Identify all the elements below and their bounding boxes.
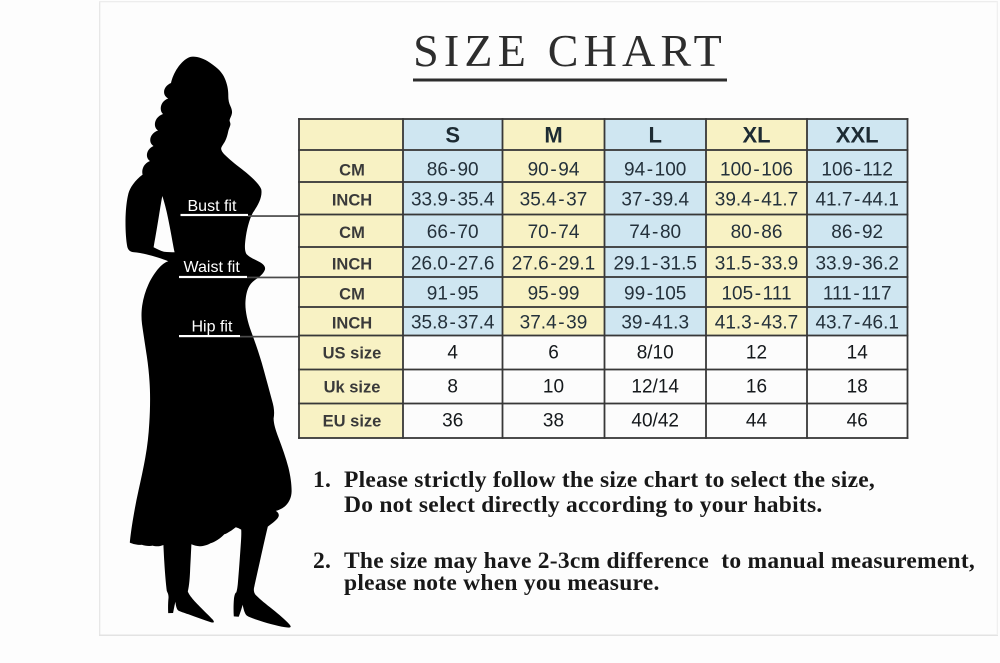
svg-text:100-106: 100-106: [720, 160, 793, 181]
svg-text:M: M: [544, 123, 562, 148]
svg-text:99-105: 99-105: [624, 284, 686, 305]
svg-text:80-86: 80-86: [731, 222, 783, 243]
svg-text:12/14: 12/14: [631, 377, 679, 398]
svg-text:S: S: [445, 123, 460, 148]
svg-text:12: 12: [746, 343, 767, 364]
svg-text:39-41.3: 39-41.3: [621, 313, 689, 334]
svg-text:74-80: 74-80: [629, 222, 681, 243]
svg-text:66-70: 66-70: [427, 222, 479, 243]
svg-text:37-39.4: 37-39.4: [621, 190, 689, 211]
svg-text:26.0-27.6: 26.0-27.6: [411, 254, 494, 275]
svg-text:CM: CM: [339, 224, 365, 242]
svg-text:86-90: 86-90: [427, 160, 479, 181]
svg-text:2.: 2.: [313, 548, 331, 574]
svg-text:8: 8: [447, 377, 458, 398]
svg-text:94-100: 94-100: [624, 160, 686, 181]
svg-text:INCH: INCH: [332, 315, 372, 333]
svg-text:33.9-35.4: 33.9-35.4: [411, 190, 495, 211]
svg-text:Hip fit: Hip fit: [192, 319, 233, 336]
svg-text:90-94: 90-94: [528, 160, 580, 181]
svg-text:35.4-37: 35.4-37: [520, 190, 588, 211]
svg-text:106-112: 106-112: [821, 160, 893, 181]
svg-text:EU size: EU size: [323, 413, 382, 431]
svg-text:1.: 1.: [313, 467, 331, 493]
svg-text:27.6-29.1: 27.6-29.1: [512, 254, 595, 275]
svg-text:CM: CM: [339, 162, 365, 180]
svg-text:INCH: INCH: [332, 256, 372, 274]
svg-text:16: 16: [746, 377, 767, 398]
svg-text:18: 18: [847, 377, 868, 398]
svg-text:105-111: 105-111: [721, 284, 791, 305]
svg-text:35.8-37.4: 35.8-37.4: [411, 313, 495, 334]
svg-text:SIZE CHART: SIZE CHART: [413, 25, 727, 76]
svg-text:36: 36: [442, 411, 463, 432]
svg-text:10: 10: [543, 377, 564, 398]
svg-text:43.7-46.1: 43.7-46.1: [815, 313, 898, 334]
svg-text:Do not select directly accordi: Do not select directly according to your…: [344, 492, 822, 518]
svg-text:4: 4: [447, 343, 458, 364]
svg-text:91-95: 91-95: [427, 284, 479, 305]
svg-text:8/10: 8/10: [637, 343, 674, 364]
svg-text:33.9-36.2: 33.9-36.2: [815, 254, 898, 275]
svg-text:L: L: [648, 123, 661, 148]
svg-text:6: 6: [548, 343, 559, 364]
svg-text:46: 46: [847, 411, 868, 432]
svg-text:CM: CM: [339, 286, 365, 304]
svg-text:XXL: XXL: [836, 123, 879, 148]
svg-text:XL: XL: [742, 123, 770, 148]
svg-text:29.1-31.5: 29.1-31.5: [613, 254, 696, 275]
svg-text:14: 14: [847, 343, 869, 364]
svg-text:Please strictly follow the siz: Please strictly follow the size chart to…: [344, 467, 875, 493]
svg-text:31.5-33.9: 31.5-33.9: [715, 254, 798, 275]
svg-text:70-74: 70-74: [528, 222, 580, 243]
svg-text:86-92: 86-92: [831, 222, 883, 243]
svg-text:37.4-39: 37.4-39: [520, 313, 588, 334]
svg-text:40/42: 40/42: [631, 411, 679, 432]
svg-text:41.7-44.1: 41.7-44.1: [815, 190, 898, 211]
svg-text:US size: US size: [323, 345, 382, 363]
svg-text:Uk size: Uk size: [324, 379, 381, 397]
svg-text:44: 44: [746, 411, 768, 432]
svg-text:41.3-43.7: 41.3-43.7: [715, 313, 798, 334]
svg-text:38: 38: [543, 411, 564, 432]
svg-text:Bust fit: Bust fit: [188, 198, 237, 215]
svg-text:INCH: INCH: [332, 192, 372, 210]
svg-text:111-117: 111-117: [823, 284, 892, 305]
svg-text:The size may have 2-3cm differ: The size may have 2-3cm difference to ma…: [344, 548, 975, 574]
svg-text:Waist fit: Waist fit: [184, 259, 241, 276]
svg-text:39.4-41.7: 39.4-41.7: [715, 190, 798, 211]
svg-text:95-99: 95-99: [528, 284, 580, 305]
svg-text:please note when you measure.: please note when you measure.: [344, 570, 660, 596]
